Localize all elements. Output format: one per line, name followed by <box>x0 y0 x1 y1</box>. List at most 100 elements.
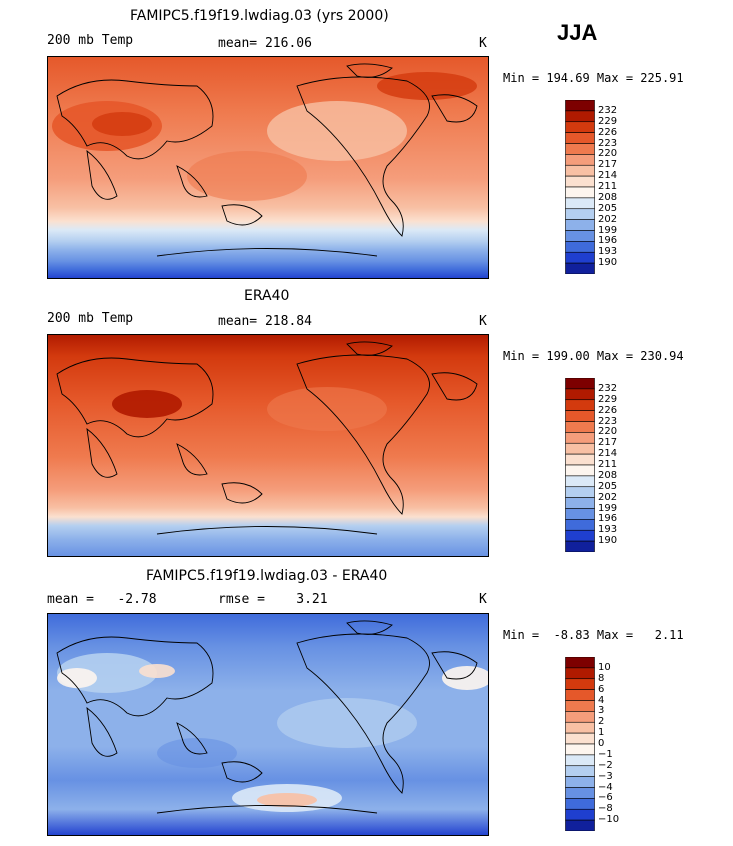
colorbar-swatch <box>565 410 595 422</box>
colorbar-swatch <box>565 121 595 133</box>
colorbar-swatch <box>565 164 595 177</box>
colorbar-tick-label: 214 <box>598 448 618 460</box>
colorbar-tick-label: 0 <box>598 738 605 749</box>
colorbar-tick-label: −8 <box>598 803 613 815</box>
colorbar-tick-label: 193 <box>598 524 618 536</box>
panel1-map <box>47 56 489 279</box>
colorbar-tick-label: 190 <box>598 257 618 269</box>
colorbar-swatch <box>565 197 595 210</box>
diff-colorbar <box>565 657 595 831</box>
panel1-title: FAMIPC5.f19f19.lwdiag.03 (yrs 2000) <box>130 8 389 24</box>
panel3-units-label: K <box>479 592 487 607</box>
colorbar-swatch <box>565 819 595 831</box>
colorbar-swatch <box>565 442 595 455</box>
colorbar-tick-label: 223 <box>598 415 618 427</box>
colorbar-tick-label: 214 <box>598 170 618 182</box>
colorbar-tick-label: −1 <box>598 748 613 760</box>
colorbar-tick-label: 226 <box>598 126 618 138</box>
colorbar-swatch <box>565 421 595 433</box>
colorbar-swatch <box>565 378 595 390</box>
colorbar-swatch <box>565 132 595 144</box>
panel1-variable-label: 200 mb Temp <box>47 33 134 48</box>
colorbar-swatch <box>565 475 595 488</box>
temp-colorbar-1 <box>565 100 595 274</box>
colorbar-swatch <box>565 540 595 552</box>
colorbar-tick-label: 217 <box>598 437 618 449</box>
colorbar-tick-label: 199 <box>598 502 618 514</box>
colorbar-tick-label: 205 <box>598 202 618 214</box>
colorbar-swatch <box>565 711 595 723</box>
colorbar-tick-label: 8 <box>598 672 605 684</box>
colorbar-swatch <box>565 110 595 123</box>
colorbar-swatch <box>565 700 595 712</box>
colorbar-tick-label: 229 <box>598 393 618 405</box>
panel1-units-label: K <box>479 36 487 51</box>
panel1-minmax: Min = 194.69 Max = 225.91 <box>503 71 684 85</box>
colorbar-swatch <box>565 787 595 799</box>
panel2-map <box>47 334 489 557</box>
panel2-mean-label: mean= 218.84 <box>218 314 312 329</box>
colorbar-swatch <box>565 808 595 821</box>
season-label: JJA <box>557 20 598 45</box>
colorbar-tick-label: −3 <box>598 770 613 782</box>
colorbar-tick-label: −6 <box>598 792 613 804</box>
colorbar-swatch <box>565 453 595 466</box>
colorbar-swatch <box>565 529 595 542</box>
colorbar-swatch <box>565 732 595 745</box>
colorbar-swatch <box>565 186 595 199</box>
colorbar-swatch <box>565 219 595 231</box>
colorbar-swatch <box>565 251 595 264</box>
colorbar-swatch <box>565 743 595 756</box>
colorbar-swatch <box>565 754 595 767</box>
colorbar-tick-label: 232 <box>598 104 618 116</box>
colorbar-swatch <box>565 486 595 498</box>
colorbar-tick-label: 190 <box>598 535 618 547</box>
colorbar-tick-label: 193 <box>598 246 618 258</box>
colorbar-swatch <box>565 776 595 788</box>
colorbar-swatch <box>565 241 595 253</box>
colorbar-tick-label: 220 <box>598 426 618 438</box>
colorbar-tick-label: 196 <box>598 235 618 247</box>
colorbar-swatch <box>565 798 595 810</box>
colorbar-tick-label: −2 <box>598 759 613 771</box>
colorbar-tick-label: 232 <box>598 382 618 394</box>
colorbar-swatch <box>565 154 595 166</box>
colorbar-swatch <box>565 388 595 401</box>
colorbar-tick-label: 211 <box>598 181 618 192</box>
colorbar-tick-label: 229 <box>598 115 618 127</box>
colorbar-tick-label: 208 <box>598 191 618 203</box>
panel3-mean-label: mean = -2.78 <box>47 592 157 607</box>
panel3-minmax: Min = -8.83 Max = 2.11 <box>503 628 684 642</box>
colorbar-swatch <box>565 208 595 220</box>
colorbar-swatch <box>565 432 595 444</box>
temp-colorbar-2 <box>565 378 595 552</box>
colorbar-tick-label: 220 <box>598 148 618 160</box>
colorbar-swatch <box>565 678 595 690</box>
panel2-units-label: K <box>479 314 487 329</box>
panel3-map <box>47 613 489 836</box>
colorbar-tick-label: 217 <box>598 159 618 171</box>
panel2-variable-label: 200 mb Temp <box>47 311 134 326</box>
colorbar-tick-label: 1 <box>598 727 605 739</box>
panel3-rmse-label: rmse = 3.21 <box>218 592 328 607</box>
colorbar-swatch <box>565 100 595 112</box>
colorbar-tick-label: 202 <box>598 213 618 225</box>
colorbar-tick-label: −10 <box>598 814 620 826</box>
colorbar-swatch <box>565 667 595 680</box>
colorbar-swatch <box>565 657 595 669</box>
colorbar-tick-label: 199 <box>598 224 618 236</box>
panel2-title: ERA40 <box>244 288 290 304</box>
colorbar-swatch <box>565 497 595 509</box>
colorbar-tick-label: 226 <box>598 404 618 416</box>
colorbar-swatch <box>565 464 595 477</box>
colorbar-tick-label: 10 <box>598 661 611 673</box>
colorbar-tick-label: 208 <box>598 469 618 481</box>
panel1-mean-label: mean= 216.06 <box>218 36 312 51</box>
colorbar-swatch <box>565 721 595 734</box>
colorbar-tick-label: 2 <box>598 716 605 728</box>
colorbar-swatch <box>565 143 595 155</box>
colorbar-swatch <box>565 262 595 274</box>
colorbar-tick-label: 4 <box>598 694 605 706</box>
panel2-minmax: Min = 199.00 Max = 230.94 <box>503 349 684 363</box>
colorbar-swatch <box>565 399 595 411</box>
